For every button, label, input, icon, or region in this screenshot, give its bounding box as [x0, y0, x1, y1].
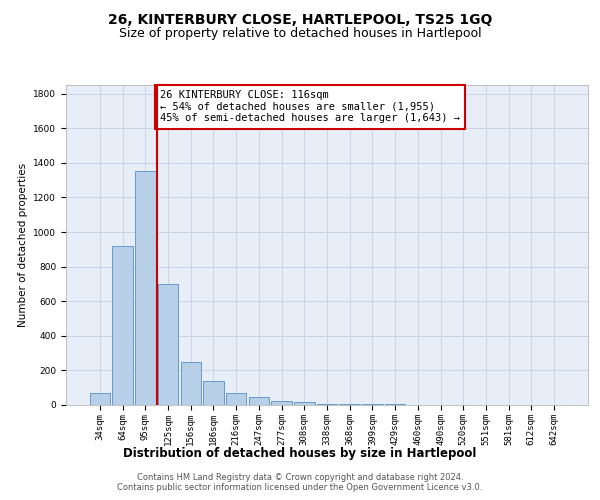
Text: Contains HM Land Registry data © Crown copyright and database right 2024.
Contai: Contains HM Land Registry data © Crown c…	[118, 473, 482, 492]
Bar	[135, 172, 155, 405]
Text: 26, KINTERBURY CLOSE, HARTLEPOOL, TS25 1GQ: 26, KINTERBURY CLOSE, HARTLEPOOL, TS25 1…	[108, 12, 492, 26]
Bar	[385, 404, 406, 405]
Text: Distribution of detached houses by size in Hartlepool: Distribution of detached houses by size …	[124, 448, 476, 460]
Y-axis label: Number of detached properties: Number of detached properties	[18, 163, 28, 327]
Bar	[317, 404, 337, 405]
Bar	[362, 404, 383, 405]
Bar	[158, 284, 178, 405]
Bar	[226, 393, 247, 405]
Bar	[340, 404, 360, 405]
Bar	[203, 381, 224, 405]
Bar	[90, 393, 110, 405]
Bar	[181, 362, 201, 405]
Bar	[294, 402, 314, 405]
Bar	[248, 397, 269, 405]
Bar	[112, 246, 133, 405]
Bar	[271, 400, 292, 405]
Text: Size of property relative to detached houses in Hartlepool: Size of property relative to detached ho…	[119, 28, 481, 40]
Text: 26 KINTERBURY CLOSE: 116sqm
← 54% of detached houses are smaller (1,955)
45% of : 26 KINTERBURY CLOSE: 116sqm ← 54% of det…	[160, 90, 460, 124]
